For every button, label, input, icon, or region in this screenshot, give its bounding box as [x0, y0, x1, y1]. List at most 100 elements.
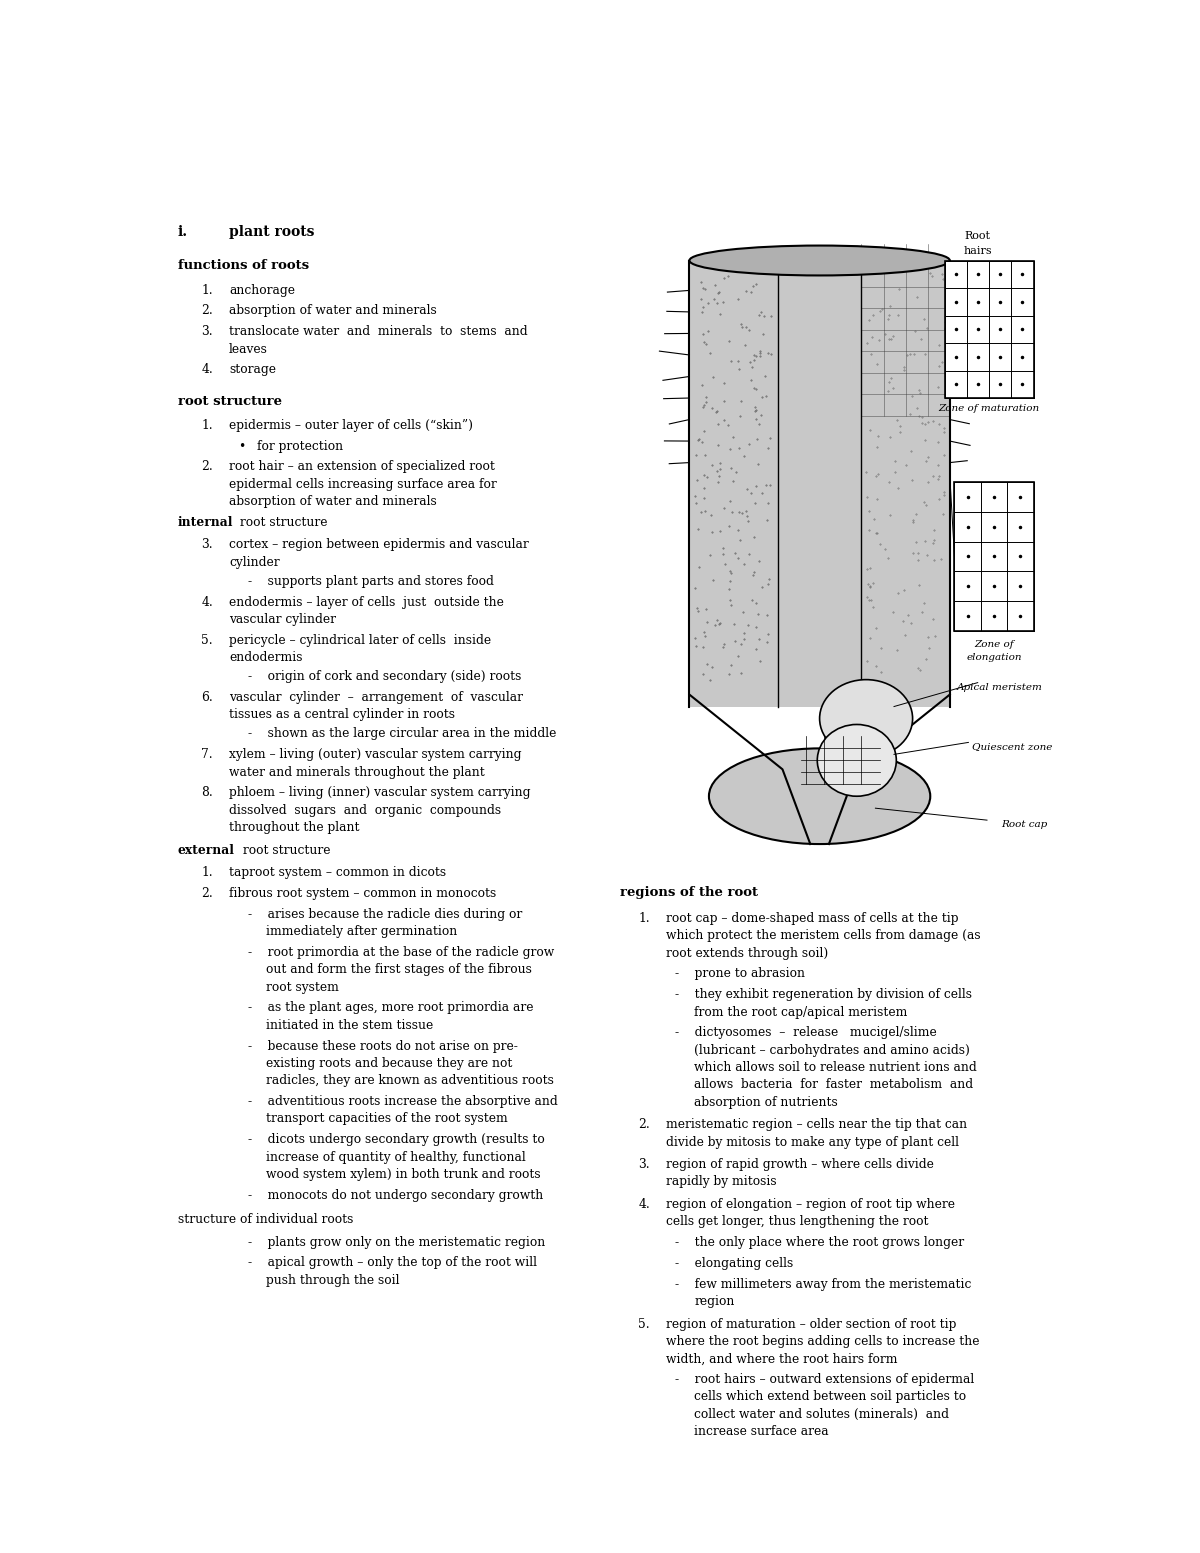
Text: immediately after germination: immediately after germination — [266, 926, 457, 938]
Text: -    elongating cells: - elongating cells — [676, 1256, 793, 1270]
Text: -    prone to abrasion: - prone to abrasion — [676, 968, 805, 980]
Text: rapidly by mitosis: rapidly by mitosis — [666, 1176, 776, 1188]
Text: absorption of water and minerals: absorption of water and minerals — [229, 495, 437, 508]
Text: -    supports plant parts and stores food: - supports plant parts and stores food — [247, 575, 493, 589]
Text: structure of individual roots: structure of individual roots — [178, 1213, 353, 1225]
Text: 4.: 4. — [202, 596, 212, 609]
Text: -    apical growth – only the top of the root will: - apical growth – only the top of the ro… — [247, 1256, 536, 1269]
Text: divide by mitosis to make any type of plant cell: divide by mitosis to make any type of pl… — [666, 1135, 959, 1149]
Text: dissolved  sugars  and  organic  compounds: dissolved sugars and organic compounds — [229, 804, 502, 817]
Text: root hair – an extension of specialized root: root hair – an extension of specialized … — [229, 460, 494, 474]
Text: -    as the plant ages, more root primordia are: - as the plant ages, more root primordia… — [247, 1002, 533, 1014]
FancyBboxPatch shape — [954, 481, 1033, 631]
Text: which allows soil to release nutrient ions and: which allows soil to release nutrient io… — [694, 1061, 977, 1075]
Ellipse shape — [817, 724, 896, 797]
Text: cortex – region between epidermis and vascular: cortex – region between epidermis and va… — [229, 539, 529, 551]
Text: tissues as a central cylinder in roots: tissues as a central cylinder in roots — [229, 708, 455, 722]
Text: absorption of nutrients: absorption of nutrients — [694, 1096, 838, 1109]
Text: leaves: leaves — [229, 343, 268, 356]
Text: 4.: 4. — [638, 1197, 650, 1211]
Text: -    the only place where the root grows longer: - the only place where the root grows lo… — [676, 1236, 965, 1249]
Text: push through the soil: push through the soil — [266, 1273, 400, 1286]
Text: allows  bacteria  for  faster  metabolism  and: allows bacteria for faster metabolism an… — [694, 1078, 973, 1092]
Text: root cap – dome-shaped mass of cells at the tip: root cap – dome-shaped mass of cells at … — [666, 912, 959, 926]
Text: vascular cylinder: vascular cylinder — [229, 613, 336, 626]
Ellipse shape — [689, 245, 950, 275]
Ellipse shape — [709, 749, 930, 845]
Text: 6.: 6. — [202, 691, 212, 704]
Text: anchorage: anchorage — [229, 284, 295, 297]
Text: -    root primordia at the base of the radicle grow: - root primordia at the base of the radi… — [247, 946, 554, 958]
Text: 7.: 7. — [202, 749, 212, 761]
Text: endodermis – layer of cells  just  outside the: endodermis – layer of cells just outside… — [229, 596, 504, 609]
Text: Apical meristem: Apical meristem — [956, 683, 1043, 691]
Text: cells which extend between soil particles to: cells which extend between soil particle… — [694, 1390, 966, 1404]
Text: functions of roots: functions of roots — [178, 259, 310, 272]
Text: -    shown as the large circular area in the middle: - shown as the large circular area in th… — [247, 727, 556, 741]
Text: increase surface area: increase surface area — [694, 1426, 829, 1438]
Text: 2.: 2. — [638, 1118, 650, 1131]
Text: fibrous root system – common in monocots: fibrous root system – common in monocots — [229, 887, 497, 901]
Text: -    dictyosomes  –  release   mucigel/slime: - dictyosomes – release mucigel/slime — [676, 1027, 937, 1039]
Text: -    monocots do not undergo secondary growth: - monocots do not undergo secondary grow… — [247, 1188, 542, 1202]
Text: width, and where the root hairs form: width, and where the root hairs form — [666, 1353, 898, 1365]
Text: epidermis – outer layer of cells (“skin”): epidermis – outer layer of cells (“skin”… — [229, 419, 473, 432]
Text: 1.: 1. — [638, 912, 650, 926]
Text: absorption of water and minerals: absorption of water and minerals — [229, 304, 437, 317]
Text: out and form the first stages of the fibrous: out and form the first stages of the fib… — [266, 963, 532, 977]
Text: 3.: 3. — [202, 325, 212, 339]
Text: phloem – living (inner) vascular system carrying: phloem – living (inner) vascular system … — [229, 786, 530, 800]
Text: (lubricant – carbohydrates and amino acids): (lubricant – carbohydrates and amino aci… — [694, 1044, 970, 1056]
Text: transport capacities of the root system: transport capacities of the root system — [266, 1112, 508, 1126]
Text: 2.: 2. — [202, 887, 212, 901]
Text: internal: internal — [178, 516, 233, 530]
Text: existing roots and because they are not: existing roots and because they are not — [266, 1058, 512, 1070]
Text: plant roots: plant roots — [229, 225, 314, 239]
Text: translocate water  and  minerals  to  stems  and: translocate water and minerals to stems … — [229, 325, 528, 339]
Text: -    origin of cork and secondary (side) roots: - origin of cork and secondary (side) ro… — [247, 671, 521, 683]
Text: from the root cap/apical meristem: from the root cap/apical meristem — [694, 1005, 907, 1019]
Text: 1.: 1. — [202, 284, 212, 297]
Text: increase of quantity of healthy, functional: increase of quantity of healthy, functio… — [266, 1151, 526, 1163]
Text: which protect the meristem cells from damage (as: which protect the meristem cells from da… — [666, 929, 980, 943]
Text: root system: root system — [266, 980, 340, 994]
Text: pericycle – cylindrical later of cells  inside: pericycle – cylindrical later of cells i… — [229, 634, 491, 648]
Text: elongation: elongation — [966, 652, 1021, 662]
Text: root structure: root structure — [239, 843, 331, 857]
Text: Root: Root — [965, 230, 991, 241]
Text: Zone of maturation: Zone of maturation — [938, 404, 1040, 413]
Text: -    dicots undergo secondary growth (results to: - dicots undergo secondary growth (resul… — [247, 1134, 545, 1146]
Text: region of maturation – older section of root tip: region of maturation – older section of … — [666, 1317, 956, 1331]
Text: Root cap: Root cap — [1001, 820, 1048, 829]
Text: -    few millimeters away from the meristematic: - few millimeters away from the meristem… — [676, 1278, 972, 1291]
Text: -    plants grow only on the meristematic region: - plants grow only on the meristematic r… — [247, 1236, 545, 1249]
Text: 3.: 3. — [638, 1159, 650, 1171]
Text: 8.: 8. — [202, 786, 212, 800]
Text: storage: storage — [229, 363, 276, 376]
Text: taproot system – common in dicots: taproot system – common in dicots — [229, 867, 446, 879]
Text: epidermal cells increasing surface area for: epidermal cells increasing surface area … — [229, 478, 497, 491]
Text: vascular  cylinder  –  arrangement  of  vascular: vascular cylinder – arrangement of vascu… — [229, 691, 523, 704]
Text: 2.: 2. — [202, 460, 212, 474]
Text: -    they exhibit regeneration by division of cells: - they exhibit regeneration by division … — [676, 988, 972, 1002]
Text: endodermis: endodermis — [229, 651, 302, 665]
Text: -    adventitious roots increase the absorptive and: - adventitious roots increase the absorp… — [247, 1095, 557, 1107]
Text: throughout the plant: throughout the plant — [229, 822, 360, 834]
Text: region of elongation – region of root tip where: region of elongation – region of root ti… — [666, 1197, 955, 1211]
Text: region: region — [694, 1295, 734, 1308]
Text: Quiescent zone: Quiescent zone — [972, 742, 1052, 752]
Text: meristematic region – cells near the tip that can: meristematic region – cells near the tip… — [666, 1118, 967, 1131]
Text: •: • — [239, 439, 246, 452]
Text: xylem – living (outer) vascular system carrying: xylem – living (outer) vascular system c… — [229, 749, 522, 761]
Text: 5.: 5. — [638, 1317, 650, 1331]
Text: region of rapid growth – where cells divide: region of rapid growth – where cells div… — [666, 1159, 934, 1171]
Text: where the root begins adding cells to increase the: where the root begins adding cells to in… — [666, 1336, 979, 1348]
Text: 3.: 3. — [202, 539, 212, 551]
Text: 2.: 2. — [202, 304, 212, 317]
Text: 1.: 1. — [202, 867, 212, 879]
Text: -    arises because the radicle dies during or: - arises because the radicle dies during… — [247, 909, 522, 921]
Text: i.: i. — [178, 225, 188, 239]
Text: cells get longer, thus lengthening the root: cells get longer, thus lengthening the r… — [666, 1216, 929, 1228]
Text: collect water and solutes (minerals)  and: collect water and solutes (minerals) and — [694, 1409, 949, 1421]
Text: -    root hairs – outward extensions of epidermal: - root hairs – outward extensions of epi… — [676, 1373, 974, 1387]
